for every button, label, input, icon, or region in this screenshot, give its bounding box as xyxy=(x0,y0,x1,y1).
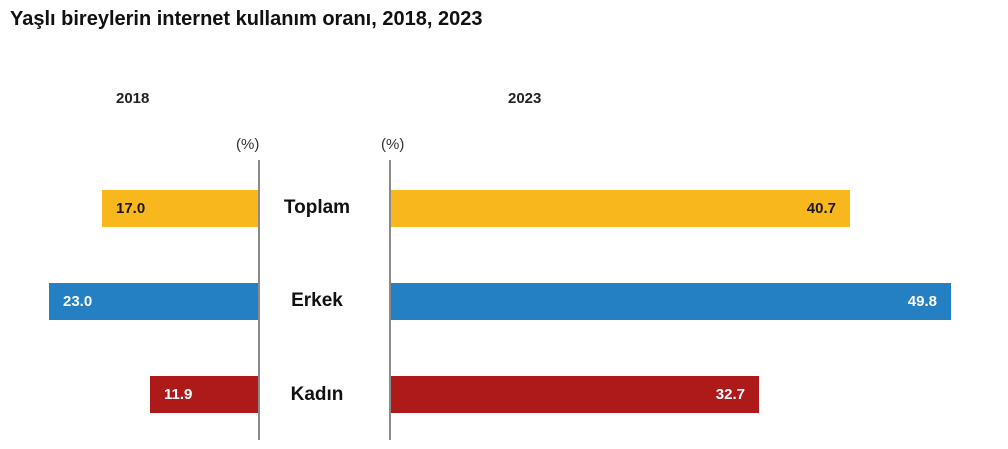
category-label-kadin: Kadın xyxy=(290,384,344,405)
value-label: 32.7 xyxy=(715,386,745,403)
chart-title: Yaşlı bireylerin internet kullanım oranı… xyxy=(10,8,483,30)
bar-2018-kadin: 11.9 xyxy=(150,376,258,413)
value-label: 40.7 xyxy=(806,200,836,217)
bar-2018-erkek: 23.0 xyxy=(49,283,258,320)
value-label: 49.8 xyxy=(907,293,937,310)
year-label-2023: 2023 xyxy=(508,90,542,107)
bar-2023-toplam: 40.7 xyxy=(391,190,850,227)
value-label: 17.0 xyxy=(116,200,146,217)
value-label: 11.9 xyxy=(164,386,193,403)
unit-label-right: (%) xyxy=(381,136,405,153)
bar-2023-erkek: 49.8 xyxy=(391,283,951,320)
category-label-erkek: Erkek xyxy=(291,290,343,311)
unit-label-left: (%) xyxy=(236,136,260,153)
axis-left xyxy=(258,160,260,440)
category-label-toplam: Toplam xyxy=(283,197,351,218)
bar-2023-kadin: 32.7 xyxy=(391,376,759,413)
bar-2018-toplam: 17.0 xyxy=(102,190,258,227)
value-label: 23.0 xyxy=(63,293,93,310)
axis-right xyxy=(389,160,391,440)
year-label-2018: 2018 xyxy=(116,90,150,107)
